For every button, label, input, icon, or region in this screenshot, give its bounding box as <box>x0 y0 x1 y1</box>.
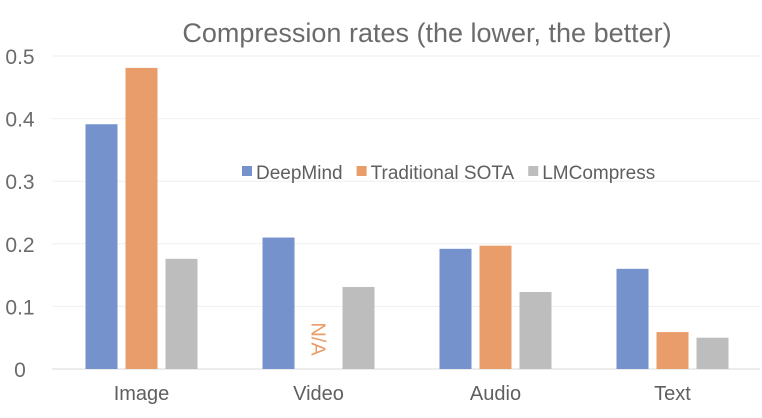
legend-label: DeepMind <box>256 163 343 184</box>
legend-label: Traditional SOTA <box>371 163 515 184</box>
legend-label: LMCompress <box>542 163 655 184</box>
legend-swatch <box>242 166 252 176</box>
bar-lmcompress-image <box>165 258 198 369</box>
bar-traditional-sota-image <box>125 67 158 370</box>
bar-deepmind-audio <box>439 248 472 369</box>
bar-lmcompress-video <box>342 286 375 369</box>
x-tick-label: Video <box>293 383 344 405</box>
y-tick-label: 0.3 <box>5 171 34 194</box>
legend-item: Traditional SOTA <box>356 163 515 184</box>
bar-deepmind-image <box>85 124 118 369</box>
bar-lmcompress-text <box>696 337 729 369</box>
bar-deepmind-video <box>262 237 295 369</box>
missing-value-label: N/A <box>307 322 329 356</box>
y-tick-label: 0 <box>14 359 26 382</box>
legend-item: LMCompress <box>528 163 655 184</box>
y-tick-label: 0.4 <box>5 109 35 132</box>
bar-deepmind-text <box>616 268 649 369</box>
bar-traditional-sota-text <box>656 332 689 369</box>
bar-lmcompress-audio <box>519 292 552 369</box>
x-tick-label: Text <box>654 383 691 405</box>
legend-swatch <box>528 166 539 176</box>
chart-title: Compression rates (the lower, the better… <box>182 18 671 48</box>
y-tick-label: 0.1 <box>5 296 34 319</box>
legend-item: DeepMind <box>242 163 343 184</box>
y-tick-label: 0.5 <box>5 46 34 69</box>
y-tick-label: 0.2 <box>5 234 34 257</box>
legend-swatch <box>356 166 367 176</box>
bar-traditional-sota-audio <box>479 245 512 369</box>
x-tick-label: Image <box>114 383 170 405</box>
x-tick-label: Audio <box>470 383 521 405</box>
